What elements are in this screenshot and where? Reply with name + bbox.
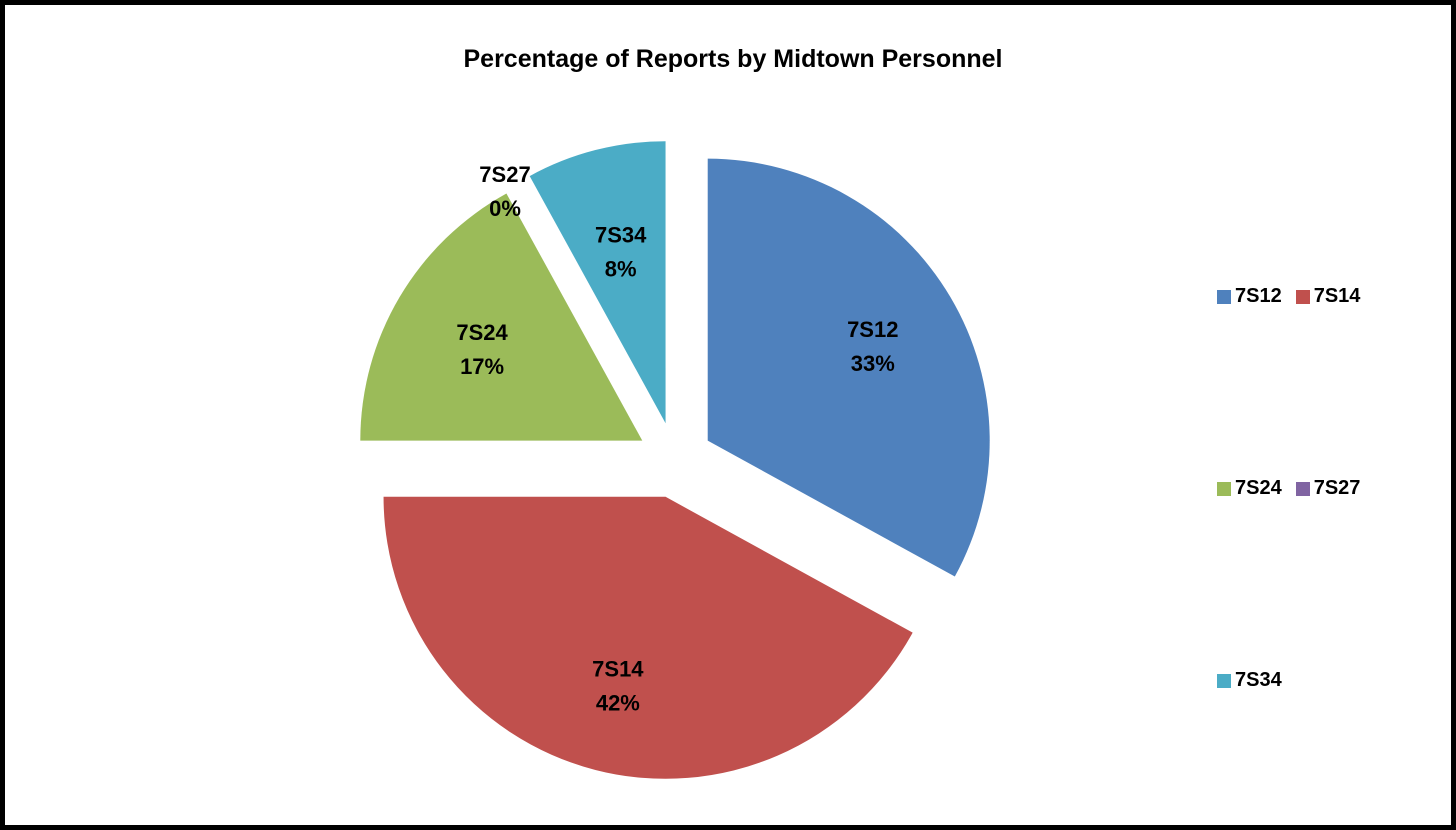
legend-label-7s24: 7S24 (1235, 477, 1282, 499)
slice-label-7s34: 7S34 8% (595, 222, 647, 281)
slice-label-7s14: 7S14 42% (592, 657, 644, 716)
legend-swatch-7s24 (1217, 481, 1231, 496)
slice-label-7s12: 7S12 33% (847, 317, 898, 376)
legend-item-7s14: 7S14 (1295, 285, 1361, 308)
legend-item-7s24: 7S24 (1217, 477, 1282, 500)
legend-item-7s34: 7S34 (1217, 669, 1282, 692)
legend-item-7s27: 7S27 (1295, 477, 1361, 500)
legend-row: 7S24 7S27 (1217, 477, 1374, 500)
pie-chart: 7S12 33% 7S14 42% 7S24 17% 7S27 0% 7S34 8% (360, 141, 990, 779)
pie-slice-7s24 (360, 193, 643, 441)
legend: 7S12 7S14 7S24 7S27 7S34 (1217, 285, 1417, 705)
pie-slice-7s34 (529, 141, 666, 424)
slice-label-7s24: 7S24 17% (456, 320, 508, 379)
legend-swatch-7s12 (1217, 289, 1231, 304)
legend-swatch-7s14 (1295, 289, 1310, 304)
pie-slice-7s14 (383, 496, 913, 779)
legend-item-7s12: 7S12 (1217, 285, 1282, 308)
pie-slice-7s12 (707, 158, 990, 577)
legend-swatch-7s34 (1217, 673, 1231, 688)
chart-title: Percentage of Reports by Midtown Personn… (463, 45, 1003, 73)
legend-label-7s14: 7S14 (1313, 285, 1361, 307)
legend-swatch-7s27 (1295, 481, 1310, 496)
legend-label-7s34: 7S34 (1235, 669, 1282, 691)
legend-label-7s12: 7S12 (1235, 285, 1282, 307)
legend-row: 7S12 7S14 (1217, 285, 1374, 308)
legend-row: 7S34 (1217, 669, 1296, 692)
legend-label-7s27: 7S27 (1313, 477, 1361, 499)
slice-label-7s27: 7S27 0% (479, 162, 530, 221)
